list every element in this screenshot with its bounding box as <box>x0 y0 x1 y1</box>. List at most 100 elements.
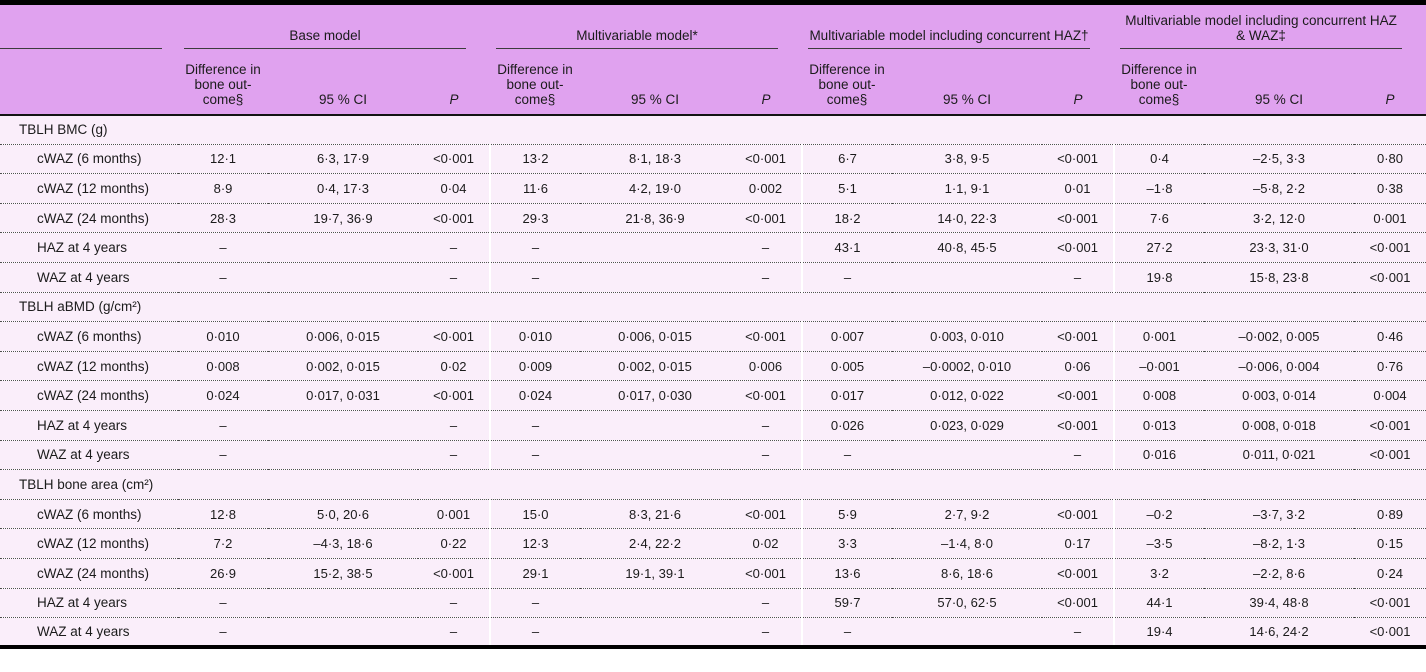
table-cell: –4·3, 18·6 <box>268 528 418 559</box>
table-cell: 0·007 <box>801 321 893 352</box>
table-row: HAZ at 4 years – – – –59·7 57·0, 62·5 <0·001 44… <box>0 588 1426 618</box>
p-header: P <box>418 48 490 116</box>
section-row: TBLH bone area (cm²) <box>0 469 1426 500</box>
p-header: P <box>1354 48 1426 116</box>
table-cell: <0·001 <box>418 321 490 352</box>
table-cell: 0·003, 0·010 <box>892 321 1043 352</box>
table-cell <box>268 617 418 648</box>
table-cell: <0·001 <box>1042 558 1115 588</box>
row-label: cWAZ (12 months) <box>0 173 178 204</box>
table-cell: 0·017, 0·031 <box>268 380 418 411</box>
table-cell: –2·5, 3·3 <box>1204 144 1355 174</box>
table-row: HAZ at 4 years – – – –0·026 0·023, 0·029 <0·00… <box>0 410 1426 441</box>
table-cell: 7·6 <box>1113 203 1205 233</box>
table-cell: 0·002, 0·015 <box>580 351 730 381</box>
table-cell: 12·3 <box>489 528 580 559</box>
p-header-label: P <box>761 91 771 107</box>
table-cell: – <box>178 410 268 441</box>
table-cell <box>268 440 418 470</box>
table-cell: 0·008, 0·018 <box>1204 410 1355 441</box>
table-header: Base model Multivariable model* Multivar… <box>0 2 1426 116</box>
row-label: cWAZ (6 months) <box>0 499 178 529</box>
section-title: TBLH BMC (g) <box>0 114 1426 145</box>
table-cell: 0·4, 17·3 <box>268 173 418 204</box>
table-cell: – <box>730 440 803 470</box>
table-cell: –0·001 <box>1113 351 1205 381</box>
table-cell: 5·9 <box>801 499 893 529</box>
table-cell: – <box>730 410 803 441</box>
group-label: Multivariable model including concurrent… <box>808 5 1091 49</box>
table-cell: <0·001 <box>1354 440 1426 470</box>
sub-header-row: Difference in bone out- come§ 95 % CI P … <box>0 48 1426 116</box>
table-cell: 11·6 <box>489 173 580 204</box>
table-cell: 0·001 <box>1354 203 1426 233</box>
table-cell: 0·017 <box>801 380 893 411</box>
table-row: cWAZ (24 months) 0·024 0·017, 0·031 <0·001 0… <box>0 380 1426 411</box>
table-cell: – <box>489 440 580 470</box>
table-cell: 0·006, 0·015 <box>580 321 730 352</box>
group-header-row: Base model Multivariable model* Multivar… <box>0 2 1426 49</box>
ci-header: 95 % CI <box>580 48 730 116</box>
corner-cell <box>0 2 178 49</box>
table-cell: <0·001 <box>730 321 803 352</box>
table-cell: – <box>178 262 268 293</box>
table-cell: 8·6, 18·6 <box>892 558 1043 588</box>
table-cell: 3·3 <box>801 528 893 559</box>
table-cell: – <box>730 262 803 293</box>
p-header: P <box>730 48 803 116</box>
table-row: cWAZ (6 months) 12·1 6·3, 17·9 <0·001 13·2 8·… <box>0 144 1426 174</box>
ci-header: 95 % CI <box>268 48 418 116</box>
table-cell: 0·008 <box>178 351 268 381</box>
table-cell: 0·004 <box>1354 380 1426 411</box>
diff-header-line: bone out- <box>818 76 876 92</box>
row-label: HAZ at 4 years <box>0 232 178 263</box>
table-cell: – <box>178 232 268 263</box>
table-cell: 0·80 <box>1354 144 1426 174</box>
table-cell: 27·2 <box>1113 232 1205 263</box>
table-cell: 0·024 <box>178 380 268 411</box>
table-cell: 0·017, 0·030 <box>580 380 730 411</box>
group-header-multivariable-haz: Multivariable model including concurrent… <box>802 2 1115 49</box>
diff-header-line: come§ <box>514 91 556 107</box>
table-cell: 0·001 <box>418 499 490 529</box>
table-cell: 39·4, 48·8 <box>1204 588 1355 618</box>
table-cell: 0·024 <box>489 380 580 411</box>
table-cell: 19·4 <box>1113 617 1205 648</box>
table-cell: 3·8, 9·5 <box>892 144 1043 174</box>
table-cell: 8·9 <box>178 173 268 204</box>
table-cell: <0·001 <box>730 558 803 588</box>
table-cell <box>580 262 730 293</box>
table-cell: 0·76 <box>1354 351 1426 381</box>
table-cell: <0·001 <box>730 380 803 411</box>
table-cell: 15·0 <box>489 499 580 529</box>
table-cell: <0·001 <box>730 203 803 233</box>
table-cell: – <box>801 262 893 293</box>
table-cell: – <box>489 617 580 648</box>
ci-header: 95 % CI <box>1204 48 1355 116</box>
table-cell: 29·1 <box>489 558 580 588</box>
table-row: cWAZ (6 months) 0·010 0·006, 0·015 <0·001 0·… <box>0 321 1426 352</box>
table-cell: <0·001 <box>730 144 803 174</box>
table-cell <box>580 440 730 470</box>
table-cell: <0·001 <box>1042 499 1115 529</box>
table-cell: <0·001 <box>1354 410 1426 441</box>
table-cell: 13·6 <box>801 558 893 588</box>
table-cell: 1·1, 9·1 <box>892 173 1043 204</box>
table-cell <box>892 440 1043 470</box>
table-cell: –2·2, 8·6 <box>1204 558 1355 588</box>
table-cell: 14·0, 22·3 <box>892 203 1043 233</box>
table-cell: –0·002, 0·005 <box>1204 321 1355 352</box>
row-label: cWAZ (12 months) <box>0 528 178 559</box>
table-cell: 15·2, 38·5 <box>268 558 418 588</box>
row-label: HAZ at 4 years <box>0 588 178 618</box>
table-cell: –3·7, 3·2 <box>1204 499 1355 529</box>
table-cell: – <box>1042 617 1115 648</box>
table-cell: –0·0002, 0·010 <box>892 351 1043 381</box>
table-cell: – <box>801 440 893 470</box>
diff-header-line: come§ <box>1138 91 1180 107</box>
table-cell: 26·9 <box>178 558 268 588</box>
group-label: Multivariable model* <box>496 5 779 49</box>
table-cell: 0·009 <box>489 351 580 381</box>
table-cell: 21·8, 36·9 <box>580 203 730 233</box>
table-cell: – <box>489 262 580 293</box>
